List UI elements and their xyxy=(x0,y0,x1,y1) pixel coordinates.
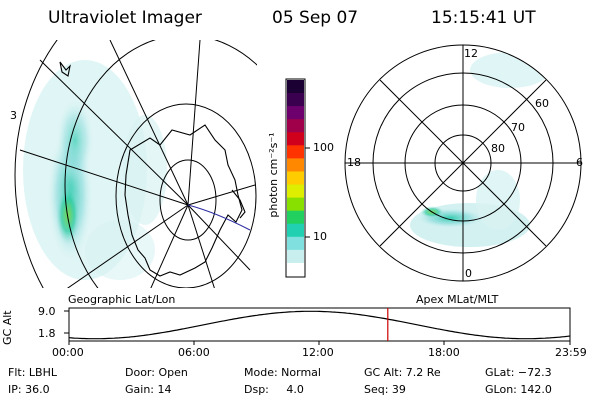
alt-xtick-1200: 12:00 xyxy=(302,346,334,359)
apex-polar-plot xyxy=(344,44,582,282)
colorbar-band xyxy=(287,262,304,277)
info-gain: Gain: 14 xyxy=(125,383,172,396)
orbit-track xyxy=(187,204,251,231)
colorbar-band xyxy=(287,223,304,238)
colorbar-band xyxy=(287,158,304,172)
colorbar-band xyxy=(287,119,304,133)
alt-xtick-2359: 23:59 xyxy=(555,346,587,359)
alt-plot-ylabel: GC Alt xyxy=(1,310,14,345)
alt-xtick-0600: 06:00 xyxy=(178,346,210,359)
alt-xtick-0000: 00:00 xyxy=(52,346,84,359)
mlat-label-80: 80 xyxy=(491,142,505,155)
info-gc-alt: GC Alt: 7.2 Re xyxy=(364,366,441,379)
date-label: 05 Sep 07 xyxy=(272,8,359,28)
colorbar-unit-label: photon cm⁻²s⁻¹ xyxy=(267,132,280,218)
info-dsp: Dsp: 4.0 xyxy=(244,383,304,396)
mlt-label-12: 12 xyxy=(464,47,478,60)
colorbar-band xyxy=(287,171,304,186)
colorbar-band xyxy=(287,93,304,107)
colorbar-band xyxy=(287,80,304,94)
colorbar-tick-100: 100 xyxy=(313,141,334,154)
mlt-label-18: 18 xyxy=(347,156,361,169)
alt-ytick-low: 1.8 xyxy=(38,327,56,340)
colorbar-band xyxy=(287,210,304,225)
info-ip: IP: 36.0 xyxy=(8,383,50,396)
lat-lon-grid xyxy=(14,40,257,288)
info-seq: Seq: 39 xyxy=(364,383,406,396)
info-glat: GLat: −72.3 xyxy=(485,366,552,379)
colorbar-band xyxy=(287,197,304,212)
time-label: 15:15:41 UT xyxy=(431,8,536,28)
info-filter: Flt: LBHL xyxy=(8,366,57,379)
alt-xtick-1800: 18:00 xyxy=(428,346,460,359)
mlat-label-70: 70 xyxy=(511,121,525,134)
colorbar-band xyxy=(287,106,304,120)
colorbar-band xyxy=(287,145,304,159)
colorbar-band xyxy=(287,184,304,199)
colorbar-band xyxy=(287,249,304,264)
mlat-label-60: 60 xyxy=(535,97,549,110)
instrument-title: Ultraviolet Imager xyxy=(48,8,202,28)
info-glon: GLon: 142.0 xyxy=(485,383,552,396)
colorbar-band xyxy=(287,132,304,146)
coastline xyxy=(59,61,246,277)
colorbar xyxy=(285,78,310,278)
info-door: Door: Open xyxy=(125,366,188,379)
geo-panel-label: Geographic Lat/Lon xyxy=(68,293,176,306)
mlt-label-6: 6 xyxy=(576,156,583,169)
altitude-plot xyxy=(64,307,571,345)
geo-corner-mark: 3 xyxy=(10,109,17,122)
info-mode: Mode: Normal xyxy=(244,366,321,379)
colorbar-band xyxy=(287,236,304,251)
auroral-emission-apex xyxy=(410,52,550,247)
colorbar-tick-10: 10 xyxy=(313,230,327,243)
auroral-emission-geo xyxy=(23,60,167,280)
mlt-label-0: 0 xyxy=(465,267,472,280)
apex-panel-label: Apex MLat/MLT xyxy=(416,293,499,306)
alt-ytick-high: 9.0 xyxy=(38,305,56,318)
geographic-map xyxy=(14,40,257,288)
